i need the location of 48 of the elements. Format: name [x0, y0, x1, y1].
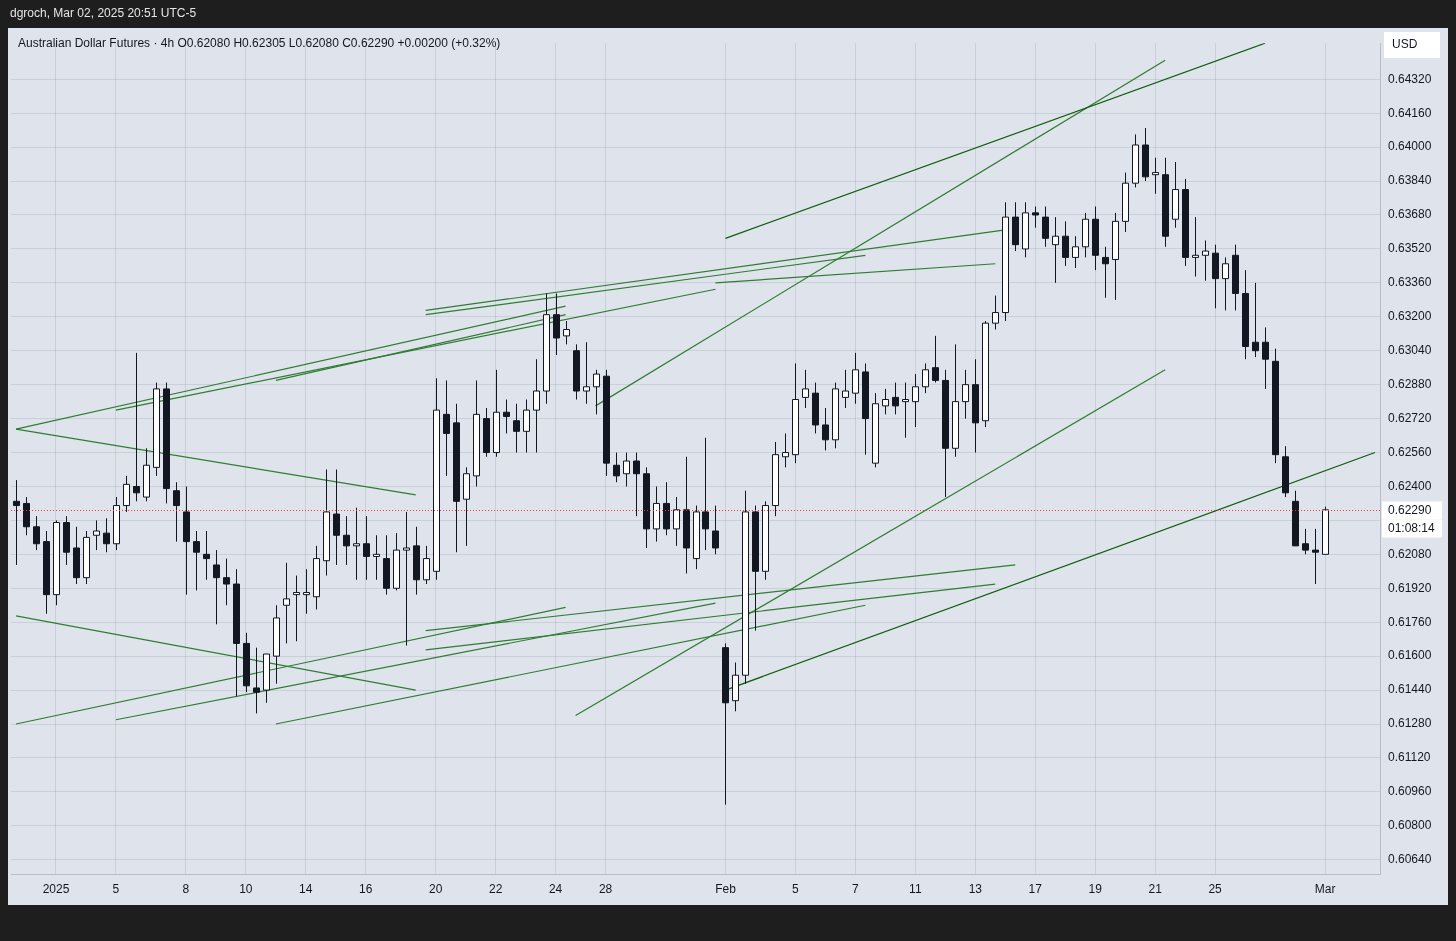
x-tick-label: 22: [488, 882, 503, 897]
y-tick-label: 0.61120: [1388, 750, 1431, 765]
x-tick-label: 19: [1088, 882, 1103, 897]
text: USD: [1392, 37, 1418, 52]
y-tick-label: 0.61440: [1388, 682, 1432, 697]
x-tick-label: 11: [909, 882, 922, 897]
y-tick-label: 0.60800: [1388, 818, 1432, 833]
y-tick-label: 0.62880: [1388, 376, 1432, 391]
x-tick-label: 25: [1208, 882, 1223, 897]
y-tick-label: 0.64160: [1388, 105, 1432, 120]
chart-subtitle: dgroch, Mar 02, 2025 20:51 UTC-5: [10, 6, 197, 20]
y-tick-label: 0.62400: [1388, 478, 1432, 493]
x-tick-label: 5: [792, 882, 800, 897]
x-tick-label: 17: [1028, 882, 1043, 897]
y-tick-label: 0.61600: [1388, 648, 1432, 663]
y-tick-label: 0.60960: [1388, 784, 1432, 799]
y-tick-label: 0.63520: [1388, 241, 1432, 256]
x-tick-label: 2025: [42, 882, 70, 897]
x-tick-label: 8: [182, 882, 190, 897]
x-tick-label: 5: [112, 882, 120, 897]
x-tick-label: Feb: [715, 882, 737, 897]
y-tick-label: 0.61280: [1388, 716, 1432, 731]
y-tick-label: 0.63840: [1388, 173, 1432, 188]
x-tick-label: 28: [598, 882, 613, 897]
y-tick-label: 0.62720: [1388, 410, 1432, 425]
text: 01:08:14: [1388, 520, 1436, 535]
y-tick-label: 0.63360: [1388, 275, 1432, 290]
chart-title: Australian Dollar Futures · 4h O0.62080 H0.62305 L0.62080 C0.62290 +0.00200 (+0.32%): [18, 36, 501, 50]
x-tick-label: 10: [239, 882, 253, 897]
y-tick-label: 0.63680: [1388, 207, 1432, 222]
x-tick-label: 14: [299, 882, 313, 897]
y-tick-label: 0.60640: [1388, 852, 1432, 867]
x-tick-label: 16: [359, 882, 373, 897]
y-tick-label: 0.64000: [1388, 139, 1432, 154]
x-tick-label: 20: [429, 882, 443, 897]
y-tick-label: 0.63040: [1388, 343, 1432, 358]
y-tick-label: 0.61760: [1388, 614, 1432, 629]
ref-line-label: 0.62290: [1388, 502, 1432, 517]
y-tick-label: 0.62560: [1388, 444, 1432, 459]
x-tick-label: 21: [1148, 882, 1163, 897]
x-tick-label: 13: [968, 882, 983, 897]
y-tick-label: 0.62080: [1388, 546, 1432, 561]
x-tick-label: Mar: [1314, 882, 1336, 897]
x-tick-label: 7: [852, 882, 860, 897]
y-tick-label: 0.64320: [1388, 71, 1432, 86]
x-tick-label: 24: [548, 882, 563, 897]
y-tick-label: 0.63200: [1388, 309, 1432, 324]
y-tick-label: 0.61920: [1388, 580, 1432, 595]
